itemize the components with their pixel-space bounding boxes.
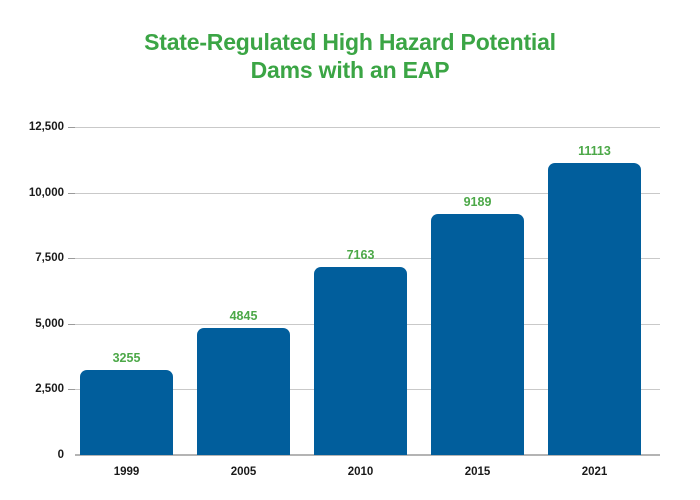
bar-value-label: 9189 (463, 194, 492, 209)
bar-value-label: 7163 (346, 248, 375, 263)
y-axis-tick-mark (68, 192, 75, 194)
bar-value-label: 3255 (112, 350, 141, 365)
bar-2021[interactable] (548, 163, 641, 455)
y-axis-tick-label: 2,500 (35, 383, 64, 396)
y-axis-tick-mark (68, 323, 75, 325)
y-axis-tick-label: 7,500 (35, 252, 64, 265)
y-axis-tick-mark (68, 127, 75, 128)
x-axis-tick-label: 2015 (464, 466, 491, 478)
bar-value-label: 4845 (229, 308, 258, 323)
y-axis-tick-label: 10,000 (28, 186, 64, 199)
bar-2010[interactable] (314, 267, 407, 455)
plot-area (68, 127, 660, 456)
x-axis-tick-label: 2010 (347, 466, 374, 478)
y-axis-tick-mark (68, 389, 75, 391)
chart-title-line-1: State-Regulated High Hazard Potential (144, 29, 556, 55)
bar-2005[interactable] (197, 327, 290, 455)
page-title: State-Regulated High Hazard Potential Da… (60, 28, 640, 84)
bar-value-label: 11113 (578, 144, 611, 159)
y-axis-tick-label: 12,500 (28, 121, 64, 133)
x-axis-tick-label: 2005 (230, 466, 257, 478)
y-axis-tick-label: 5,000 (35, 317, 64, 330)
x-axis-tick-label: 2021 (581, 466, 608, 478)
y-axis-tick-mark (68, 258, 75, 260)
gridline (75, 192, 660, 194)
chart-title-line-2: Dams with an EAP (250, 57, 450, 83)
x-axis-tick-label: 1999 (113, 466, 140, 478)
bar-1999[interactable] (80, 369, 173, 455)
gridline (75, 127, 660, 128)
x-axis-baseline (75, 454, 660, 456)
bar-2015[interactable] (431, 213, 524, 455)
gridline (75, 258, 660, 260)
y-axis-tick-label: 0 (57, 449, 64, 461)
